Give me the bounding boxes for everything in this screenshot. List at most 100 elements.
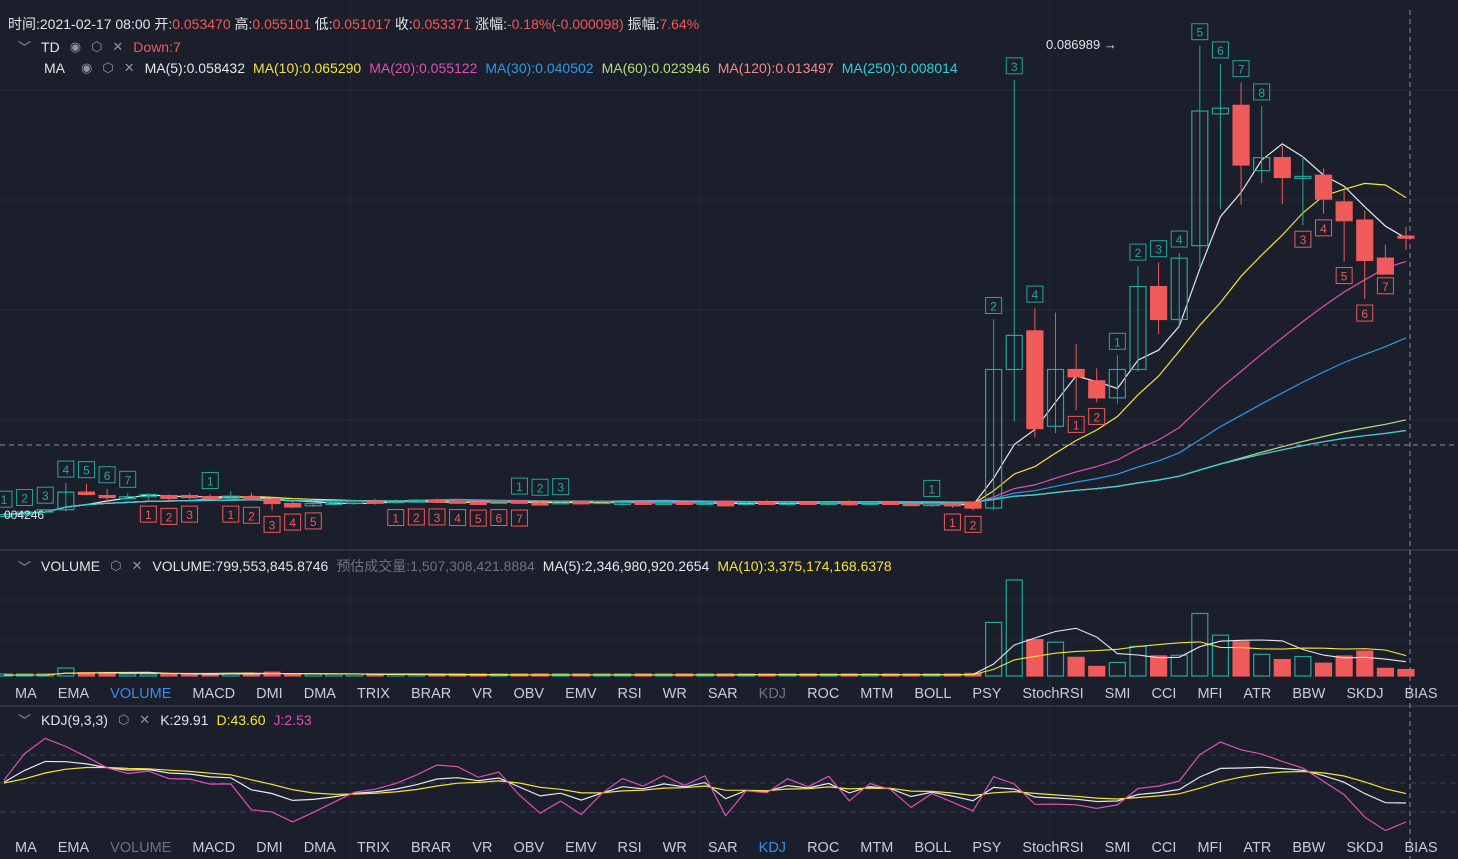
td-count-box	[1108, 332, 1126, 350]
tab-dma[interactable]: DMA	[303, 686, 336, 702]
tab-kdj[interactable]: KDJ	[758, 840, 787, 856]
tab-macd[interactable]: MACD	[192, 686, 236, 702]
tab-rsi[interactable]: RSI	[617, 686, 642, 702]
tab-vr[interactable]: VR	[472, 840, 493, 856]
tab-skdj[interactable]: SKDJ	[1346, 840, 1384, 856]
tab-vr[interactable]: VR	[472, 686, 493, 702]
tab-mfi[interactable]: MFI	[1197, 840, 1223, 856]
candle-body	[985, 368, 1003, 509]
settings-icon[interactable]: ⬡	[91, 38, 103, 54]
settings-icon[interactable]: ⬡	[117, 711, 130, 727]
tab-volume[interactable]: VOLUME	[110, 686, 172, 702]
eye-icon[interactable]: ◉	[81, 60, 93, 75]
candle-body	[1294, 175, 1312, 179]
tab-ema[interactable]: EMA	[57, 686, 90, 702]
tab-emv[interactable]: EMV	[565, 840, 597, 856]
tab-trix[interactable]: TRIX	[356, 686, 390, 702]
chevron-down-icon[interactable]: ﹀	[18, 713, 32, 728]
tab-dpo[interactable]: DPO	[1444, 840, 1458, 856]
candle-body	[469, 501, 487, 505]
tab-bias[interactable]: BIAS	[1404, 840, 1438, 856]
tab-cci[interactable]: CCI	[1151, 686, 1177, 702]
tab-boll[interactable]: BOLL	[914, 686, 952, 702]
candle-body	[448, 500, 467, 504]
td-count-label: 2	[413, 511, 420, 525]
tab-dmi[interactable]: DMI	[256, 686, 283, 702]
candle-body	[1335, 201, 1353, 222]
tab-psy[interactable]: PSY	[972, 686, 1002, 702]
tab-boll[interactable]: BOLL	[914, 840, 952, 856]
tab-bias[interactable]: BIAS	[1404, 686, 1438, 702]
tab-psy[interactable]: PSY	[972, 840, 1002, 856]
td-status: Down:7	[133, 38, 181, 55]
volume-bar	[57, 667, 75, 677]
ma-legend-item: MA(5):0.058432	[144, 60, 246, 76]
chevron-down-icon[interactable]: ﹀	[18, 559, 32, 575]
chevron-down-icon[interactable]: ﹀	[18, 40, 32, 55]
tab-dpo[interactable]: DPO	[1444, 686, 1458, 702]
tab-volume[interactable]: VOLUME	[110, 840, 172, 856]
tab-ma[interactable]: MA	[15, 840, 37, 856]
tab-brar[interactable]: BRAR	[410, 686, 452, 702]
tab-macd[interactable]: MACD	[192, 840, 236, 856]
candles[interactable]	[0, 45, 1415, 518]
tab-wr[interactable]: WR	[662, 840, 687, 856]
td-count-box	[1005, 57, 1023, 75]
candle-body	[1356, 219, 1374, 262]
tab-trix[interactable]: TRIX	[356, 840, 390, 856]
settings-icon[interactable]: ⬡	[102, 60, 114, 75]
tab-ma[interactable]: MA	[15, 686, 37, 702]
tab-emv[interactable]: EMV	[565, 686, 597, 702]
tab-skdj[interactable]: SKDJ	[1346, 686, 1384, 702]
tab-wr[interactable]: WR	[662, 686, 687, 702]
tab-mtm[interactable]: MTM	[860, 686, 894, 702]
tab-dmi[interactable]: DMI	[256, 840, 283, 856]
td-count-box	[449, 509, 467, 527]
tab-roc[interactable]: ROC	[807, 840, 840, 856]
tab-bbw[interactable]: BBW	[1292, 686, 1326, 702]
close-icon[interactable]: ✕	[112, 38, 124, 54]
volume-bar	[284, 673, 302, 677]
tab-bbw[interactable]: BBW	[1292, 840, 1326, 856]
settings-icon[interactable]: ⬡	[110, 558, 122, 573]
close-icon[interactable]: ✕	[123, 60, 135, 75]
tab-kdj[interactable]: KDJ	[758, 686, 787, 702]
td-count-label: 4	[454, 512, 461, 526]
tab-brar[interactable]: BRAR	[410, 840, 452, 856]
eye-icon[interactable]: ◉	[69, 38, 82, 54]
td-count-label: 4	[1320, 222, 1327, 236]
tab-obv[interactable]: OBV	[513, 840, 545, 856]
high-label: 高:	[234, 16, 253, 32]
candle-body	[1376, 257, 1394, 275]
tab-stochrsi[interactable]: StochRSI	[1022, 840, 1084, 856]
tab-obv[interactable]: OBV	[513, 686, 545, 702]
td-count-label: 1	[1, 493, 8, 507]
ma-legend-item: MA(120):0.013497	[717, 60, 834, 76]
tab-smi[interactable]: SMI	[1104, 686, 1131, 702]
tab-ema[interactable]: EMA	[57, 840, 90, 856]
tab-cci[interactable]: CCI	[1151, 840, 1177, 856]
tab-sar[interactable]: SAR	[707, 686, 738, 702]
td-count-box	[1376, 277, 1394, 295]
tab-atr[interactable]: ATR	[1243, 840, 1272, 856]
td-count-box	[181, 505, 199, 523]
td-count-box	[1150, 240, 1168, 258]
tab-mfi[interactable]: MFI	[1197, 686, 1223, 702]
close-icon[interactable]: ✕	[131, 558, 143, 573]
volume-bars[interactable]	[0, 579, 1415, 677]
tab-rsi[interactable]: RSI	[617, 840, 642, 856]
tab-dma[interactable]: DMA	[303, 840, 336, 856]
ma-name: MA	[44, 60, 65, 76]
close-icon[interactable]: ✕	[139, 711, 151, 727]
tab-sar[interactable]: SAR	[707, 840, 738, 856]
tab-roc[interactable]: ROC	[807, 686, 840, 702]
tab-mtm[interactable]: MTM	[860, 840, 894, 856]
tab-stochrsi[interactable]: StochRSI	[1022, 686, 1084, 702]
tab-smi[interactable]: SMI	[1104, 840, 1131, 856]
candle-body	[1191, 110, 1209, 247]
candle-body	[510, 500, 529, 504]
candle-body	[1211, 107, 1230, 115]
tab-atr[interactable]: ATR	[1243, 686, 1272, 702]
ma-legend-item: MA(250):0.008014	[841, 60, 958, 76]
